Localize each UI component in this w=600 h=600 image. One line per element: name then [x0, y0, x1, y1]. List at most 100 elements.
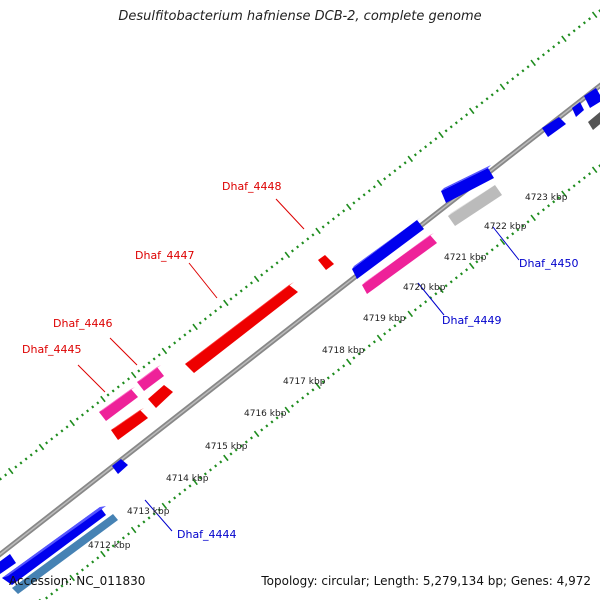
feature-forward-7-top — [441, 165, 491, 191]
tick-mark — [418, 304, 423, 308]
feature-forward-1[interactable] — [2, 507, 106, 585]
tick-mark — [214, 464, 218, 468]
tick-mark — [582, 21, 586, 25]
tick-mark — [38, 443, 45, 451]
tick-mark — [506, 81, 510, 85]
feature-reverse-4445[interactable] — [99, 389, 138, 421]
tick-mark — [407, 155, 414, 163]
tick-mark — [490, 248, 494, 252]
tick-mark — [499, 83, 506, 91]
gene-label-dhaf-4450[interactable]: Dhaf_4450 — [519, 257, 579, 270]
feature-reverse-4446a-top — [137, 365, 161, 382]
feature-forward-12[interactable] — [588, 112, 600, 130]
scale-labels: 4712 kbp 4713 kbp 4714 kbp 4715 kbp 4716… — [88, 193, 568, 551]
tick-mark — [321, 225, 325, 229]
tick-mark — [219, 460, 223, 464]
tick-mark — [572, 184, 576, 188]
tick-mark — [561, 35, 567, 43]
leader-dhaf-4448 — [275, 198, 305, 230]
feature-forward-1-top — [2, 506, 106, 578]
feature-reverse-4447[interactable] — [185, 285, 298, 373]
gene-label-dhaf-4444[interactable]: Dhaf_4444 — [177, 528, 237, 541]
feature-forward-8-top — [448, 183, 498, 216]
tick-mark — [388, 328, 392, 332]
feature-reverse-4448[interactable] — [318, 255, 334, 270]
tick-mark — [265, 269, 269, 273]
tick-mark — [306, 237, 310, 241]
tick-mark — [290, 404, 294, 408]
tick-mark — [407, 310, 414, 318]
tick-mark — [438, 131, 444, 139]
feature-forward-5[interactable] — [352, 220, 424, 279]
tick-mark — [557, 196, 561, 200]
feature-reverse-red-small[interactable] — [111, 410, 148, 440]
feature-forward-8[interactable] — [448, 185, 502, 226]
gene-label-dhaf-4448[interactable]: Dhaf_4448 — [222, 180, 282, 193]
gene-label-dhaf-4449[interactable]: Dhaf_4449 — [442, 314, 502, 327]
tick-mark — [270, 265, 274, 269]
tick-mark — [45, 441, 49, 445]
tick-mark — [284, 251, 291, 259]
tick-mark — [541, 208, 545, 212]
tick-mark — [315, 227, 321, 235]
tick-mark — [490, 93, 494, 97]
tick-mark — [372, 185, 376, 189]
feature-forward-9[interactable] — [542, 117, 566, 137]
gene-label-dhaf-4445[interactable]: Dhaf_4445 — [22, 343, 82, 356]
scale-label: 4720 kbp — [403, 283, 446, 293]
tick-mark — [192, 478, 198, 486]
tick-mark — [253, 275, 260, 283]
tick-mark — [530, 59, 536, 67]
scale-label: 4723 kbp — [525, 193, 568, 203]
tick-mark — [80, 413, 84, 417]
tick-mark — [147, 361, 151, 365]
tick-mark — [60, 429, 64, 433]
feature-forward-2[interactable] — [12, 514, 118, 594]
tick-mark — [192, 323, 198, 331]
feature-reverse-red-small-top — [111, 408, 144, 430]
tick-mark — [157, 353, 161, 357]
feature-forward-11[interactable] — [584, 88, 600, 108]
tick-mark — [552, 45, 556, 49]
feature-forward-6[interactable] — [362, 235, 437, 294]
tick-mark — [306, 392, 310, 396]
tick-mark — [424, 145, 428, 149]
tick-mark — [516, 228, 520, 232]
feature-forward-7[interactable] — [441, 168, 494, 203]
tick-mark — [393, 324, 397, 328]
feature-forward-4[interactable] — [112, 459, 128, 474]
feature-reverse-4446b[interactable] — [148, 385, 173, 408]
tick-mark — [367, 189, 371, 193]
tick-mark — [178, 492, 182, 496]
tick-mark — [413, 153, 417, 157]
leader-dhaf-4450 — [492, 226, 520, 261]
feature-reverse-4446a[interactable] — [137, 367, 164, 391]
tick-mark — [337, 213, 341, 217]
tick-mark — [239, 444, 243, 448]
tick-marks — [0, 9, 600, 600]
tick-mark — [223, 454, 229, 462]
feature-forward-10[interactable] — [572, 102, 584, 117]
gene-label-dhaf-4446[interactable]: Dhaf_4446 — [53, 317, 113, 330]
tick-mark — [55, 588, 59, 592]
tick-mark — [100, 395, 106, 403]
leader-dhaf-4446 — [109, 337, 138, 366]
tick-mark — [495, 244, 499, 248]
tick-mark — [438, 286, 444, 294]
tick-mark — [567, 188, 571, 192]
tick-mark — [147, 516, 151, 520]
tick-mark — [588, 172, 592, 176]
tick-mark — [480, 101, 484, 105]
scale-label: 4717 kbp — [283, 377, 326, 387]
tick-mark — [383, 332, 387, 336]
gene-label-dhaf-4447[interactable]: Dhaf_4447 — [135, 249, 195, 262]
tick-mark — [526, 65, 530, 69]
tick-mark — [244, 440, 248, 444]
feature-forward-3[interactable] — [0, 554, 16, 574]
tick-mark — [567, 33, 571, 37]
tick-mark — [424, 300, 428, 304]
tick-mark — [208, 468, 213, 472]
tick-mark — [96, 401, 100, 405]
